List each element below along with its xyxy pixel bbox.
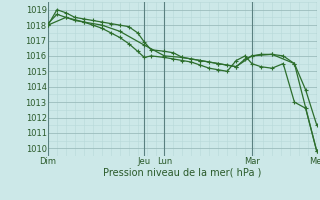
X-axis label: Pression niveau de la mer( hPa ): Pression niveau de la mer( hPa ) — [103, 168, 261, 178]
